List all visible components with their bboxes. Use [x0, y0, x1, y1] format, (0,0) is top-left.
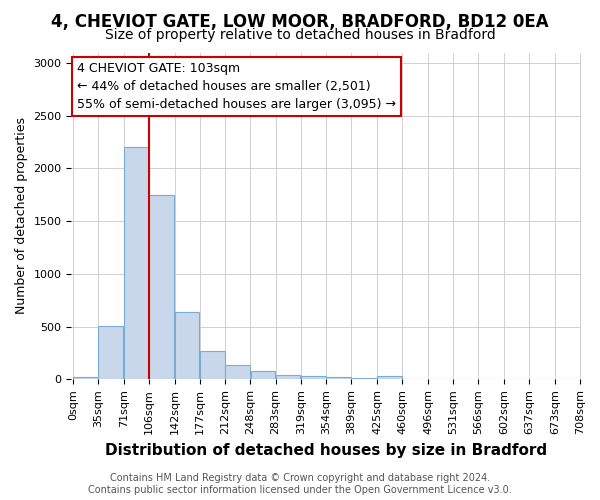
Bar	[225, 365, 250, 380]
Bar	[200, 352, 224, 380]
Bar	[403, 379, 427, 380]
X-axis label: Distribution of detached houses by size in Bradford: Distribution of detached houses by size …	[105, 442, 547, 458]
Text: 4 CHEVIOT GATE: 103sqm
← 44% of detached houses are smaller (2,501)
55% of semi-: 4 CHEVIOT GATE: 103sqm ← 44% of detached…	[77, 62, 395, 112]
Text: Size of property relative to detached houses in Bradford: Size of property relative to detached ho…	[104, 28, 496, 42]
Text: Contains HM Land Registry data © Crown copyright and database right 2024.
Contai: Contains HM Land Registry data © Crown c…	[88, 474, 512, 495]
Bar	[98, 326, 123, 380]
Bar	[301, 376, 326, 380]
Bar	[428, 379, 453, 380]
Bar	[251, 372, 275, 380]
Bar	[124, 148, 149, 380]
Bar	[149, 195, 174, 380]
Bar	[73, 376, 98, 380]
Text: 4, CHEVIOT GATE, LOW MOOR, BRADFORD, BD12 0EA: 4, CHEVIOT GATE, LOW MOOR, BRADFORD, BD1…	[51, 12, 549, 30]
Bar	[175, 312, 199, 380]
Bar	[326, 377, 352, 380]
Bar	[352, 378, 376, 380]
Bar	[377, 376, 402, 380]
Y-axis label: Number of detached properties: Number of detached properties	[15, 118, 28, 314]
Bar	[275, 375, 301, 380]
